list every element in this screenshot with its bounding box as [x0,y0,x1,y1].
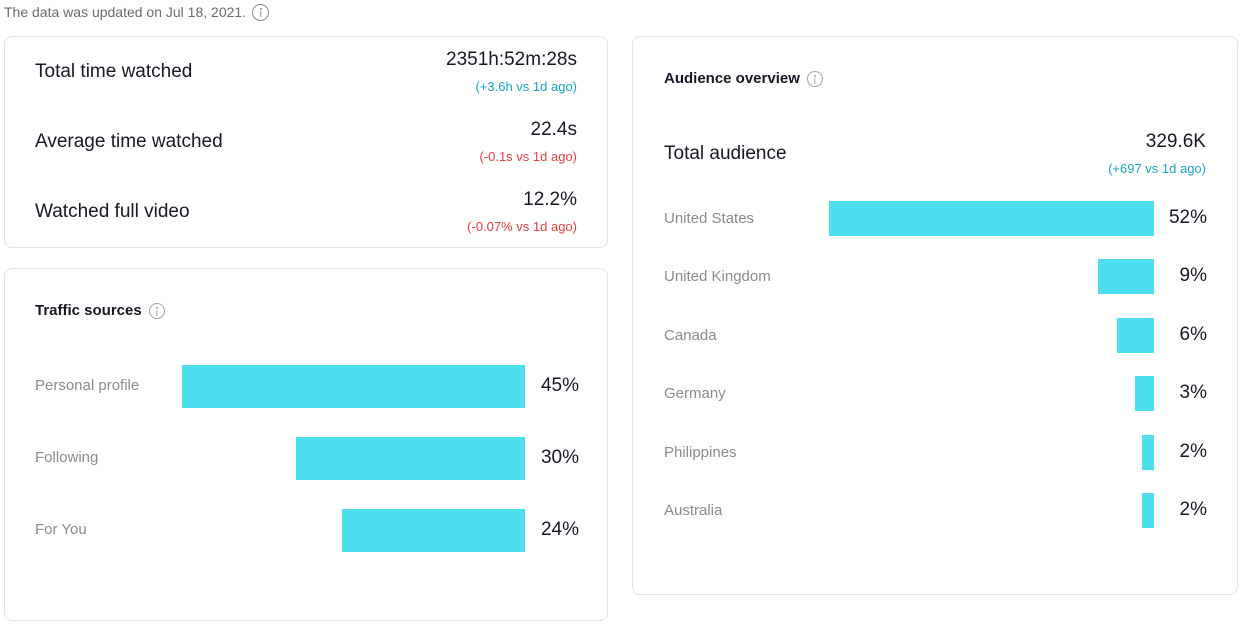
traffic-sources-card: Traffic sources Personal profile 45% Follo… [4,268,608,621]
country-row: United Kingdom 9% [664,259,1207,303]
bar-fill [182,365,525,408]
data-updated-note: The data was updated on Jul 18, 2021. [4,1,270,23]
bar-percentage: 2% [1179,440,1207,462]
metric-label: Total time watched [35,61,193,82]
info-icon[interactable] [252,3,270,21]
metric-value: 2351h:52m:28s [446,49,577,70]
info-icon[interactable] [148,302,165,319]
bar-percentage: 24% [540,519,579,540]
metric-change: (-0.07% vs 1d ago) [467,219,577,234]
bar-label: For You [35,521,87,538]
bar-label: Australia [664,502,723,519]
bar-fill [296,437,525,480]
metric-average-time-watched: Average time watched 22.4s (-0.1s vs 1d … [35,119,577,173]
total-audience-value: 329.6K [1145,131,1206,152]
bar-label: Germany [664,385,726,403]
bar-percentage: 45% [540,375,579,396]
total-audience-label: Total audience [664,143,787,164]
traffic-sources-title: Traffic sources [35,302,165,319]
total-audience-change: (+697 vs 1d ago) [1108,161,1206,176]
traffic-source-row: Personal profile 45% [35,365,579,409]
bar-percentage: 2% [1179,499,1207,520]
bar-percentage: 9% [1179,265,1207,287]
metric-value: 22.4s [530,119,577,140]
bar-label: Personal profile [35,377,140,394]
country-row: Canada 6% [664,317,1207,362]
bar-fill [1141,434,1154,470]
bar-fill [829,201,1154,236]
bar-percentage: 52% [1168,207,1207,228]
bar-fill [1116,317,1154,353]
bar-label: Canada [664,326,717,344]
metric-label: Average time watched [35,131,223,152]
metric-label: Watched full video [35,201,190,222]
metric-change: (-0.1s vs 1d ago) [479,149,577,164]
metric-total-time-watched: Total time watched 2351h:52m:28s (+3.6h … [35,49,577,103]
bar-label: Philippines [664,443,737,461]
bar-percentage: 3% [1179,382,1207,404]
country-row: Australia 2% [664,493,1207,537]
card-title-text: Traffic sources [35,302,142,319]
bar-percentage: 30% [540,447,579,468]
card-title-text: Audience overview [664,70,800,87]
country-row: Germany 3% [664,376,1207,420]
bar-fill [1135,376,1154,412]
traffic-source-row: For You 24% [35,509,579,553]
bar-fill [342,509,525,552]
bar-label: United Kingdom [664,268,771,286]
country-row: Philippines 2% [664,434,1207,479]
bar-fill [1097,259,1154,295]
metric-value: 12.2% [523,189,577,210]
audience-overview-card: Audience overview Total audience 329.6K … [632,36,1238,595]
bar-label: Following [35,449,99,466]
bar-label: United States [664,210,755,227]
info-icon[interactable] [806,70,823,87]
country-row: United States 52% [664,201,1207,245]
watch-metrics-card: Total time watched 2351h:52m:28s (+3.6h … [4,36,608,248]
metric-change: (+3.6h vs 1d ago) [475,79,577,94]
traffic-source-row: Following 30% [35,437,579,481]
bar-percentage: 6% [1179,323,1207,345]
bar-fill [1141,493,1154,528]
audience-overview-title: Audience overview [664,70,823,87]
metric-watched-full-video: Watched full video 12.2% (-0.07% vs 1d a… [35,189,577,243]
data-updated-text: The data was updated on Jul 18, 2021. [4,4,247,20]
